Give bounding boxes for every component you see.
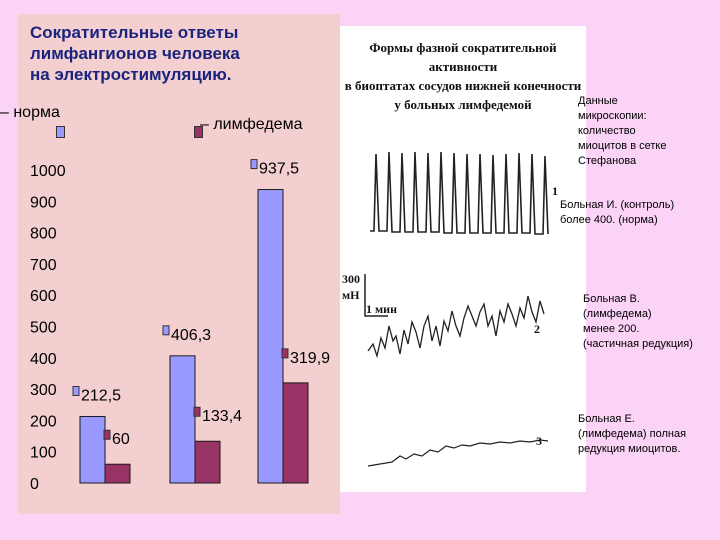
y-tick-label-8: 800 — [30, 226, 57, 243]
bar-s0-c2 — [257, 189, 284, 484]
legend-norma-swatch — [56, 126, 65, 138]
y-tick-label-2: 200 — [30, 413, 57, 430]
bar-s0-c1 — [169, 355, 196, 484]
legend-lymphedema-label: – лимфедема — [200, 116, 303, 133]
trace-1 — [370, 151, 549, 235]
data-label-s1-c1: 133,4 — [202, 408, 242, 425]
y-tick-label-5: 500 — [30, 320, 57, 337]
y-tick-label-3: 300 — [30, 382, 57, 399]
y-tick-label-1: 100 — [30, 445, 57, 462]
data-label-s1-c2: 319,9 — [290, 350, 330, 367]
data-label-s1-c0: 60 — [112, 431, 130, 448]
data-label-marker-s0-c0 — [72, 385, 80, 396]
y-tick-label-4: 400 — [30, 351, 57, 368]
scale-label-value: 300 — [342, 272, 360, 286]
data-label-marker-s1-c2 — [281, 348, 289, 359]
data-label-s0-c0: 212,5 — [81, 387, 121, 404]
bar-s0-c0 — [79, 415, 106, 484]
data-label-marker-s1-c1 — [193, 406, 201, 417]
bar-chart: 0 100 200 300 400 500 600 700 800 900 1000 212,5 406… — [30, 159, 330, 493]
note-patient-v: Больная В. (лимфедема) менее 200. (части… — [583, 293, 693, 350]
trace-number-1: 1 — [552, 184, 558, 198]
bar-s1-c1 — [194, 440, 221, 484]
y-tick-label-9: 900 — [30, 194, 57, 211]
trace-number-3: 3 — [536, 434, 542, 448]
photo-title: Формы фазной сократительной активности в… — [344, 40, 582, 112]
note-microscopy: Данные микроскопии: количество миоцитов … — [578, 95, 667, 167]
data-label-s0-c1: 406,3 — [171, 327, 211, 344]
bar-s1-c0 — [104, 463, 131, 484]
chart-title: Сократительные ответы лимфангионов челов… — [30, 23, 240, 84]
scale-label-time: 1 мин — [366, 302, 398, 316]
legend-lymphedema-swatch — [194, 126, 203, 138]
y-tick-label-0: 0 — [30, 476, 39, 493]
data-label-marker-s0-c2 — [250, 159, 258, 170]
trace-2 — [367, 295, 545, 359]
scale-label-unit: мН — [342, 288, 360, 302]
legend-norma-label: – норма — [0, 104, 60, 121]
trace-3 — [367, 439, 549, 467]
trace-number-2: 2 — [534, 322, 540, 336]
y-tick-label-6: 600 — [30, 288, 57, 305]
data-label-s0-c2: 937,5 — [259, 161, 299, 178]
myogram-photo: Формы фазной сократительной активности в… — [340, 26, 586, 492]
note-patient-i: Больная И. (контроль) более 400. (норма) — [560, 199, 675, 226]
data-label-marker-s0-c1 — [162, 325, 170, 336]
y-tick-label-10: 1000 — [30, 163, 66, 180]
note-patient-e: Больная Е. (лимфедема) полная редукция м… — [578, 413, 687, 455]
y-tick-label-7: 700 — [30, 257, 57, 274]
bar-s1-c2 — [282, 382, 309, 484]
scale-bar — [364, 274, 388, 317]
data-label-marker-s1-c0 — [103, 429, 111, 440]
